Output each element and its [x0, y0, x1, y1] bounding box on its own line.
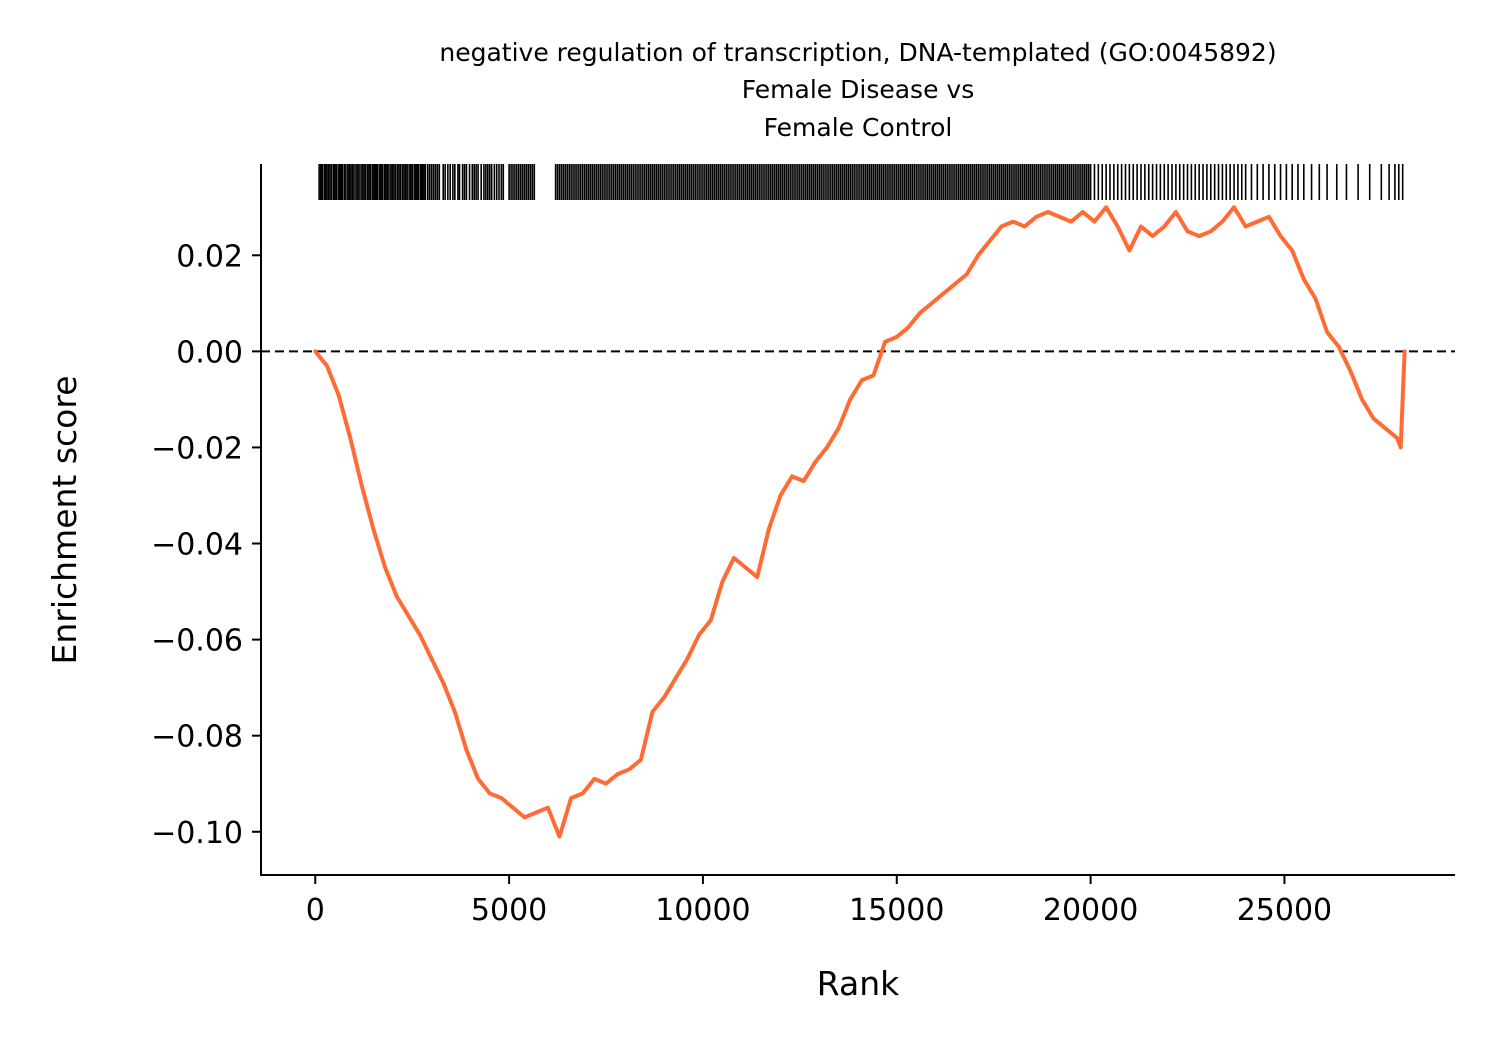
enrichment-score-line	[313, 205, 1407, 839]
y-axis-label: Enrichment score	[45, 375, 84, 664]
x-axis-ticks: 0 5000 10000 15000 20000 25000	[306, 875, 1332, 928]
x-tick-label: 0	[306, 893, 325, 928]
y-tick-label: 0.02	[176, 239, 243, 274]
x-tick-label: 15000	[849, 893, 944, 928]
chart-title: negative regulation of transcription, DN…	[439, 38, 1276, 142]
x-tick-label: 25000	[1237, 893, 1332, 928]
y-tick-label: −0.06	[151, 624, 243, 659]
chart-title-line-3: Female Control	[764, 113, 953, 142]
axes	[260, 164, 1455, 876]
x-tick-label: 20000	[1043, 893, 1138, 928]
chart-title-line-2: Female Disease vs	[742, 75, 974, 104]
y-tick-label: −0.10	[151, 816, 243, 851]
y-tick-label: −0.04	[151, 528, 243, 563]
y-tick-label: −0.08	[151, 720, 243, 755]
x-tick-label: 5000	[471, 893, 547, 928]
y-tick-label: −0.02	[151, 431, 243, 466]
y-axis-ticks: 0.02 0.00 −0.02 −0.04 −0.06 −0.08 −0.10	[151, 239, 261, 851]
x-axis-label: Rank	[817, 964, 900, 1003]
chart-title-line-1: negative regulation of transcription, DN…	[439, 38, 1276, 67]
x-tick-label: 10000	[655, 893, 750, 928]
y-tick-label: 0.00	[176, 335, 243, 370]
gene-hit-markers	[318, 164, 1404, 200]
